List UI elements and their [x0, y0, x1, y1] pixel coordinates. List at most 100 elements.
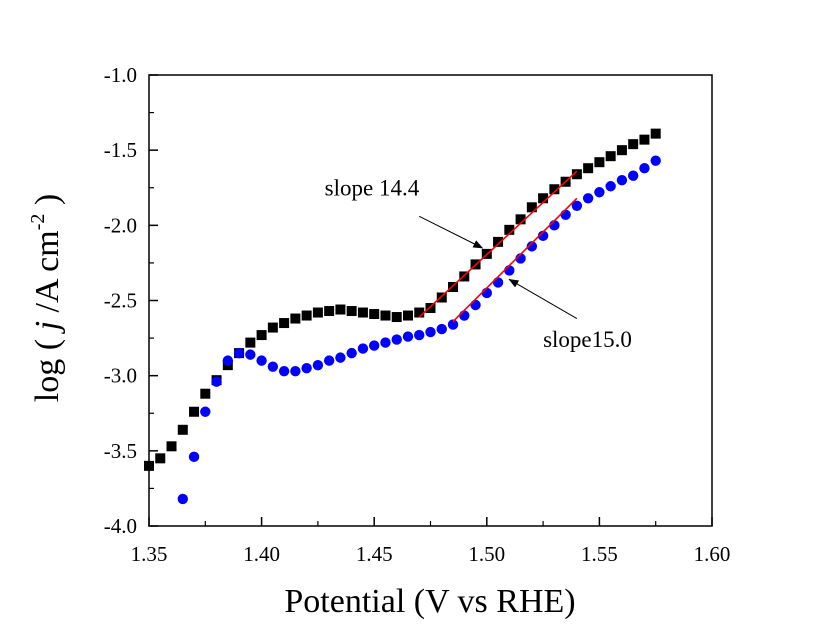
- circle-point: [267, 361, 279, 372]
- square-point: [346, 306, 357, 317]
- axis-ticks: [148, 74, 713, 527]
- circle-point: [481, 287, 492, 299]
- square-point: [515, 214, 526, 225]
- square-point: [290, 313, 301, 324]
- square-point: [571, 169, 582, 180]
- square-point: [391, 312, 402, 323]
- plot-area: [148, 74, 713, 527]
- square-point: [324, 306, 335, 317]
- square-point: [155, 453, 166, 464]
- circle-point: [650, 155, 661, 166]
- circle-point: [380, 337, 391, 348]
- y-axis-title-sup: -2: [27, 214, 49, 231]
- circle-point: [369, 340, 380, 351]
- circle-point: [639, 163, 650, 174]
- square-point: [549, 184, 560, 195]
- x-tick-label: 1.55: [581, 542, 618, 566]
- square-point: [436, 292, 447, 303]
- square-point: [200, 388, 211, 399]
- circle-point: [537, 230, 549, 242]
- y-axis-title-post: ): [29, 194, 66, 214]
- square-point: [177, 424, 188, 435]
- circle-point: [414, 329, 425, 341]
- y-axis-title-pre: log (: [29, 330, 66, 402]
- circle-point: [188, 451, 200, 463]
- y-tick-label: -3.0: [104, 364, 137, 388]
- circle-point: [560, 209, 571, 221]
- circle-point: [605, 181, 616, 192]
- square-point: [639, 134, 650, 145]
- annotation-arrow: [508, 278, 578, 319]
- circle-point: [627, 170, 639, 181]
- y-tick-label: -2.0: [104, 213, 137, 237]
- square-point: [301, 310, 312, 321]
- square-point: [144, 460, 154, 471]
- circle-point: [447, 319, 459, 330]
- square-point: [583, 163, 594, 174]
- circle-point: [459, 310, 470, 321]
- square-point: [448, 281, 459, 292]
- circle-point: [526, 241, 538, 252]
- circle-point: [492, 277, 504, 288]
- y-tick-label: -3.5: [104, 439, 137, 463]
- circle-point: [504, 265, 515, 276]
- y-tick-label: -1.5: [104, 138, 137, 162]
- circle-point: [211, 376, 222, 387]
- slope-annotation: slope15.0: [543, 327, 632, 352]
- x-tick-label: 1.50: [468, 542, 505, 566]
- square-point: [594, 157, 605, 168]
- data-series: [144, 128, 661, 505]
- circle-point: [312, 359, 324, 371]
- circle-point: [245, 349, 256, 360]
- square-point: [312, 307, 323, 318]
- square-point: [402, 310, 413, 321]
- square-point: [628, 139, 639, 150]
- square-point: [526, 202, 537, 213]
- circle-point: [616, 175, 628, 186]
- plot-frame: [148, 74, 713, 527]
- circle-point: [594, 187, 605, 198]
- circle-point: [402, 331, 414, 342]
- square-point: [650, 128, 661, 139]
- circle-point: [290, 365, 301, 377]
- square-point: [414, 307, 425, 318]
- square-point: [335, 304, 346, 315]
- x-tick-label: 1.60: [694, 542, 731, 566]
- y-axis-title-italic: j: [29, 321, 66, 334]
- square-point: [616, 145, 627, 156]
- circle-point: [301, 362, 312, 374]
- x-tick-label: 1.40: [243, 542, 280, 566]
- circle-point: [346, 347, 357, 359]
- circle-point: [233, 347, 245, 359]
- y-axis-title-mid: /A cm: [29, 230, 66, 321]
- annotations: slope 14.4 slope15.0: [325, 175, 632, 352]
- circle-point: [470, 299, 481, 311]
- x-tick-label: 1.35: [131, 542, 168, 566]
- y-tick-label: -1.0: [104, 63, 137, 87]
- circle-point: [222, 355, 234, 366]
- square-point: [279, 318, 290, 329]
- square-point: [605, 151, 616, 162]
- square-point: [380, 310, 391, 321]
- y-axis-title: log ( j /A cm-2 ): [27, 194, 66, 402]
- circle-point: [278, 365, 290, 377]
- circle-point: [436, 323, 447, 335]
- square-point: [493, 236, 504, 247]
- x-axis-title: Potential (V vs RHE): [284, 583, 575, 620]
- square-point: [504, 224, 515, 235]
- circle-point: [357, 343, 369, 354]
- fit-line: [452, 197, 578, 323]
- y-tick-label: -4.0: [104, 514, 137, 538]
- square-point: [256, 330, 267, 341]
- x-tick-label: 1.45: [356, 542, 393, 566]
- square-point: [166, 441, 177, 452]
- y-tick-labels: -1.0 -1.5 -2.0 -2.5 -3.0 -3.5 -4.0: [104, 63, 137, 538]
- circle-point: [323, 355, 335, 366]
- x-tick-labels: 1.35 1.40 1.45 1.50 1.55 1.60: [131, 542, 731, 566]
- square-point: [425, 303, 436, 314]
- square-point: [538, 193, 549, 204]
- square-point: [189, 406, 200, 417]
- square-point: [357, 307, 368, 318]
- circle-point: [256, 355, 267, 366]
- fit-lines: [418, 170, 578, 323]
